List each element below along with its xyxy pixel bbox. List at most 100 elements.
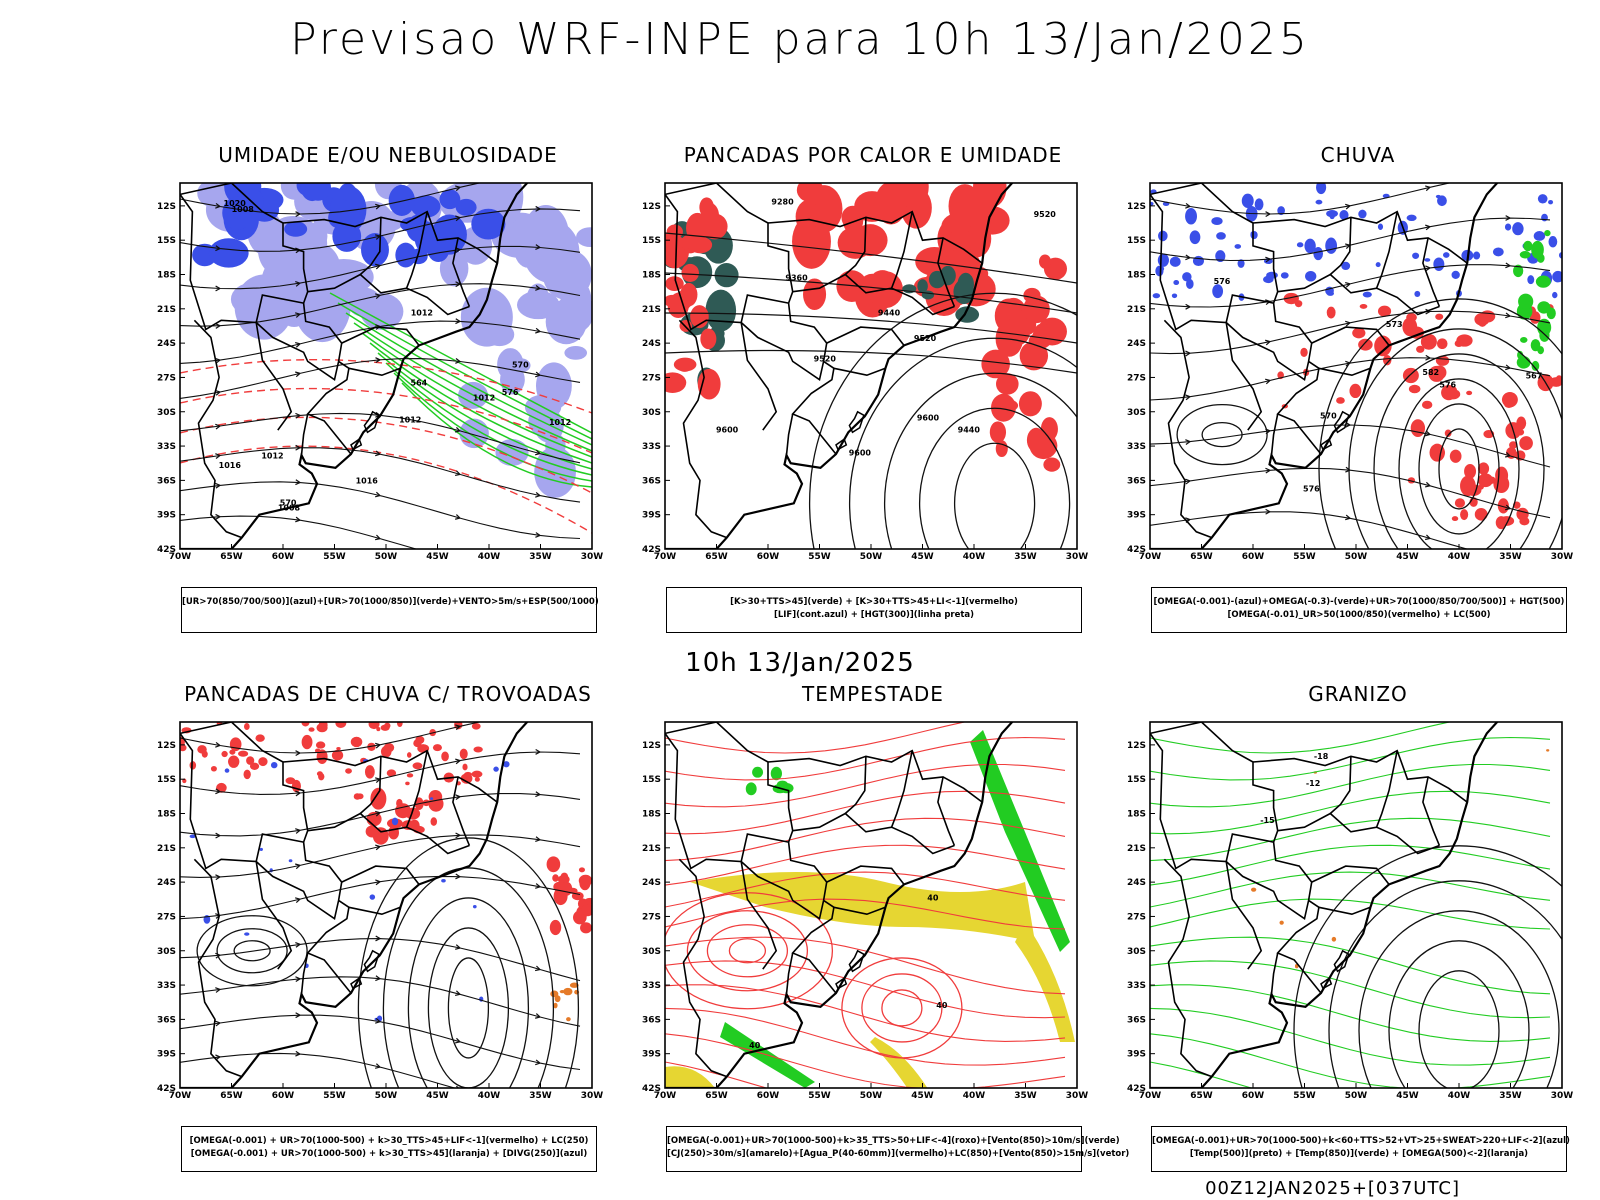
rain-area bbox=[1280, 272, 1289, 279]
lon-label: 45W bbox=[426, 552, 449, 562]
instability-area bbox=[677, 288, 696, 302]
weather-map: -12 -15 -18 12S 15S 18S 21S 24S 27S 30S 33S 36S 39S 4… bbox=[1127, 721, 1573, 1101]
rain-area bbox=[1412, 252, 1420, 259]
country-border bbox=[665, 183, 794, 331]
lat-label: 15S bbox=[642, 775, 661, 785]
rain-area bbox=[1513, 264, 1524, 278]
coastline-borders bbox=[180, 722, 592, 1088]
humidity-contour bbox=[353, 322, 592, 452]
storm-area bbox=[474, 777, 480, 782]
country-border bbox=[937, 776, 956, 846]
lat-label: 36S bbox=[1127, 476, 1146, 486]
height-contour bbox=[665, 272, 1077, 314]
rain-area bbox=[1339, 209, 1349, 220]
lon-label: 45W bbox=[911, 552, 934, 562]
lat-label: 27S bbox=[157, 912, 176, 922]
wind-arrow bbox=[295, 897, 301, 903]
wind-arrow bbox=[1185, 478, 1191, 485]
contour-line bbox=[665, 892, 834, 1010]
map-panel-4: PANCADAS DE CHUVA C/ TROVOADAS 12S 15S 18S 2… bbox=[85, 682, 605, 1182]
rain-area bbox=[1152, 293, 1161, 299]
wind-arrow bbox=[455, 281, 461, 288]
contour-label: 1012 bbox=[411, 309, 433, 318]
lat-label: 30S bbox=[157, 947, 176, 957]
contour-line bbox=[848, 337, 1077, 549]
wind-area bbox=[745, 782, 757, 796]
rain-area bbox=[1341, 261, 1351, 271]
water-contour bbox=[665, 1033, 1066, 1088]
lon-label: 65W bbox=[1190, 552, 1213, 562]
country-border bbox=[306, 360, 352, 455]
wind-arrow bbox=[1265, 339, 1271, 346]
country-border bbox=[678, 319, 728, 539]
humidity-area bbox=[410, 195, 441, 218]
contour-label: 567 bbox=[1526, 371, 1543, 380]
storm-area bbox=[386, 769, 397, 777]
rain-area bbox=[1336, 397, 1345, 404]
lagoon bbox=[848, 410, 865, 434]
storm-area bbox=[380, 745, 392, 758]
wind-arrow bbox=[375, 879, 381, 886]
lat-label: 39S bbox=[157, 511, 176, 521]
contour-label: -15 bbox=[1260, 816, 1275, 825]
map-legend: [OMEGA(-0.001)+UR>70(1000-500)+k>35_TTS>… bbox=[666, 1126, 1129, 1172]
instability-area bbox=[981, 349, 1010, 379]
lat-label: 18S bbox=[157, 271, 176, 281]
lat-label: 39S bbox=[157, 1050, 176, 1060]
storm-area bbox=[471, 722, 481, 730]
contour-label: 564 bbox=[411, 378, 428, 387]
country-border bbox=[255, 322, 293, 431]
divergence-area bbox=[429, 797, 434, 800]
country-border bbox=[359, 217, 382, 276]
storm-area bbox=[397, 722, 403, 728]
contour-line bbox=[427, 927, 510, 1088]
instability-area bbox=[799, 203, 823, 228]
water-contour bbox=[665, 898, 1066, 930]
country-border bbox=[1150, 183, 1279, 331]
map-panel-1: UMIDADE E/OU NEBULOSIDADE 1012 1012 1012 101… bbox=[85, 143, 605, 643]
contour-label: 9440 bbox=[958, 425, 981, 434]
map-frame bbox=[179, 721, 593, 1089]
coastline bbox=[180, 183, 529, 549]
storm-area bbox=[462, 763, 468, 771]
country-border bbox=[785, 413, 794, 456]
wind-arrow bbox=[295, 280, 301, 287]
rain-area bbox=[1519, 517, 1530, 526]
temperature-850-contour bbox=[1150, 960, 1551, 1019]
wind-arrow bbox=[455, 944, 461, 950]
temperature-850-contour bbox=[1150, 722, 1452, 754]
wind-arrow bbox=[375, 491, 381, 498]
storm-area bbox=[413, 739, 422, 748]
wind-arrow bbox=[375, 450, 381, 457]
wind-arrow bbox=[454, 514, 461, 520]
wind-arrow bbox=[1345, 360, 1351, 367]
country-border bbox=[785, 952, 794, 995]
contour-line bbox=[357, 837, 580, 1088]
rain-area bbox=[1451, 516, 1459, 522]
humidity-contour bbox=[329, 292, 592, 434]
contour-line bbox=[216, 928, 288, 974]
rain-area bbox=[1518, 293, 1534, 310]
contour-label: 9600 bbox=[849, 448, 872, 457]
instability-area bbox=[946, 229, 976, 253]
contour-label: -12 bbox=[1306, 779, 1320, 788]
country-border bbox=[1225, 322, 1263, 431]
lagoon bbox=[1320, 977, 1333, 990]
rain-area bbox=[1283, 292, 1299, 305]
rain-area bbox=[1157, 253, 1169, 267]
wind-arrow bbox=[535, 285, 541, 291]
rain-area bbox=[1424, 258, 1431, 262]
storm-area bbox=[221, 750, 228, 758]
lon-label: 60W bbox=[757, 552, 780, 562]
lon-label: 40W bbox=[478, 1091, 501, 1101]
coastline bbox=[180, 722, 529, 1088]
map-panel-3: CHUVA 576 576 567 573 576 582 570 12S 15S 18S 21S 24… bbox=[1055, 143, 1575, 643]
storm-area bbox=[308, 727, 315, 732]
wind-arrow bbox=[1425, 185, 1431, 192]
lon-label: 40W bbox=[1448, 552, 1471, 562]
lat-label: 39S bbox=[1127, 1050, 1146, 1060]
lon-label: 55W bbox=[1293, 1091, 1316, 1101]
water-contour bbox=[665, 936, 1066, 995]
wind-arrow bbox=[455, 794, 461, 801]
